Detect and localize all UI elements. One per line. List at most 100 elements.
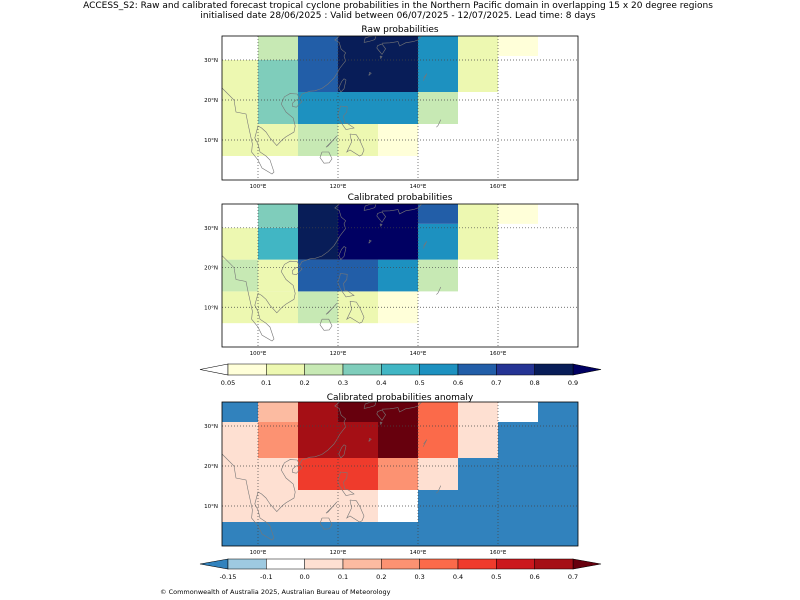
colorbar-over-arrow — [572, 558, 602, 570]
coastline — [325, 135, 338, 148]
coastline — [376, 211, 386, 223]
probability-cell — [222, 458, 258, 490]
probability-cell — [298, 92, 338, 124]
colorbar-tick-label: 0.05 — [221, 379, 235, 387]
probability-cell — [222, 259, 258, 292]
x-tick-label: 140°E — [410, 351, 427, 357]
probability-cell — [338, 92, 378, 124]
colorbar-tick-label: -0.15 — [220, 573, 237, 581]
colorbar-under-arrow — [199, 363, 229, 376]
probability-cell — [338, 422, 378, 458]
calibrated-probabilities-panel: Calibrated probabilities 100°E 120°E 140°E… — [204, 193, 579, 357]
colorbar-segment — [381, 363, 420, 376]
colorbar-tick-label: 0.8 — [529, 379, 539, 387]
y-tick-label: 10°N — [204, 504, 218, 510]
coastline — [292, 266, 303, 276]
anomaly-panel: Calibrated probabilities anomaly 100°E 12… — [204, 393, 579, 556]
probability-cell — [418, 92, 458, 124]
map-frame — [221, 35, 579, 181]
colorbar-segment — [342, 363, 382, 376]
coastline — [221, 203, 346, 342]
colorbar-segment — [304, 363, 344, 376]
probability-cell — [298, 36, 338, 92]
probability-cell — [222, 422, 258, 458]
colorbar-tick-label: -0.1 — [260, 573, 273, 581]
probability-cell — [222, 60, 258, 92]
y-tick-label: 30°N — [204, 58, 218, 64]
coastline — [221, 401, 346, 541]
coastline — [319, 151, 333, 164]
colorbar-under-arrow — [199, 558, 229, 570]
colorbar-segment — [227, 558, 267, 570]
colorbar-segment — [266, 558, 305, 570]
x-tick-label: 120°E — [330, 184, 347, 190]
x-tick-label: 140°E — [410, 184, 427, 190]
x-tick-label: 160°E — [490, 550, 507, 556]
probability-cell — [258, 227, 298, 260]
probability-cell — [378, 36, 418, 92]
panel-title: Calibrated probabilities — [348, 193, 453, 203]
colorbar-segment — [304, 558, 344, 570]
coastline — [338, 246, 347, 260]
colorbar-segment — [534, 363, 574, 376]
probability-cell — [378, 92, 418, 124]
panel-title: Calibrated probabilities anomaly — [327, 393, 474, 403]
probability-cell — [338, 458, 378, 490]
probability-cell — [338, 204, 378, 260]
colorbar-tick-label: 0.2 — [299, 379, 309, 387]
colorbar-segment — [342, 558, 382, 570]
colorbar-segment — [381, 558, 420, 570]
map-frame — [221, 203, 579, 348]
colorbar-tick-label: 0.3 — [414, 573, 424, 581]
colorbar-tick-label: 0.3 — [338, 379, 348, 387]
probability-cell — [378, 458, 418, 490]
colorbar-tick-label: 0.4 — [453, 573, 463, 581]
probability-cell — [458, 402, 498, 458]
x-tick-label: 100°E — [250, 184, 267, 190]
coastline — [221, 35, 346, 175]
x-tick-label: 140°E — [410, 550, 427, 556]
coastline — [337, 273, 355, 298]
coastline — [346, 301, 365, 324]
colorbar-tick-label: 0.4 — [376, 379, 386, 387]
coastline — [346, 133, 365, 157]
colorbar-tick-label: 0.6 — [453, 379, 463, 387]
colorbar-tick-label: 0.0 — [299, 573, 309, 581]
colorbar-segment — [419, 558, 459, 570]
coastline — [292, 465, 303, 474]
probability-cell — [258, 36, 298, 60]
probability-cell — [258, 402, 298, 422]
coastline — [319, 517, 333, 530]
coastline — [379, 421, 383, 426]
probability-cell — [418, 259, 458, 292]
map-frame — [221, 401, 579, 547]
probability-cell — [498, 422, 578, 458]
y-tick-label: 10°N — [204, 138, 218, 144]
probability-cell — [222, 227, 258, 260]
probability-cell — [418, 223, 458, 260]
coastline — [436, 286, 442, 295]
coastline — [338, 444, 347, 459]
probability-cell — [258, 259, 298, 292]
probability-cell — [258, 92, 298, 124]
probability-cell — [458, 204, 498, 260]
coastline — [325, 501, 338, 514]
probability-cell — [498, 402, 538, 422]
x-tick-label: 160°E — [490, 351, 507, 357]
probability-cell — [538, 402, 578, 422]
colorbar-tick-label: 0.7 — [568, 573, 578, 581]
x-tick-label: 120°E — [330, 351, 347, 357]
coastline — [381, 35, 422, 47]
coastline — [379, 223, 383, 227]
colorbar-segment — [534, 558, 574, 570]
colorbar-segment — [457, 363, 497, 376]
coastline — [436, 119, 442, 128]
x-tick-label: 100°E — [250, 550, 267, 556]
y-tick-label: 10°N — [204, 305, 218, 311]
coastline — [436, 485, 442, 494]
probability-cell — [298, 402, 338, 458]
coastline — [337, 471, 355, 496]
probability-cell — [298, 259, 338, 292]
coastline — [292, 99, 303, 108]
